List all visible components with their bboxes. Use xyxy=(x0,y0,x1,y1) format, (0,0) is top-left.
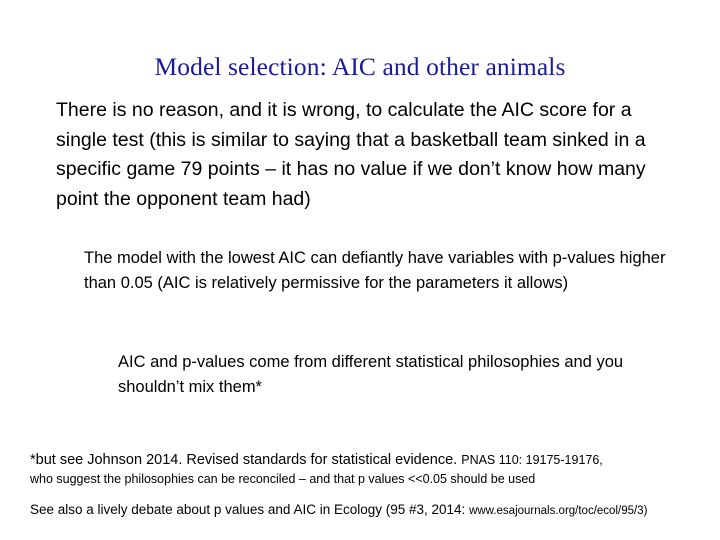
footnote-reconciled: who suggest the philosophies can be reco… xyxy=(30,472,536,486)
footnote-ecology-url: www.esajournals.org/toc/ecol/95/3) xyxy=(469,505,648,517)
page-title: Model selection: AIC and other animals xyxy=(154,52,566,81)
footnote-ecology-debate: See also a lively debate about p values … xyxy=(30,500,700,521)
footnote-johnson: *but see Johnson 2014. Revised standards… xyxy=(30,450,700,470)
body-paragraph-secondary: The model with the lowest AIC can defian… xyxy=(84,249,666,292)
footnote-johnson-citation: PNAS 110: 19175-19176, xyxy=(461,453,603,467)
footnote-ecology-text: See also a lively debate about p values … xyxy=(30,502,466,517)
footnote-johnson-text: *but see Johnson 2014. Revised standards… xyxy=(30,452,458,468)
body-paragraph-tertiary: AIC and p-values come from different sta… xyxy=(118,353,624,396)
body-paragraph-primary: There is no reason, and it is wrong, to … xyxy=(56,99,646,210)
